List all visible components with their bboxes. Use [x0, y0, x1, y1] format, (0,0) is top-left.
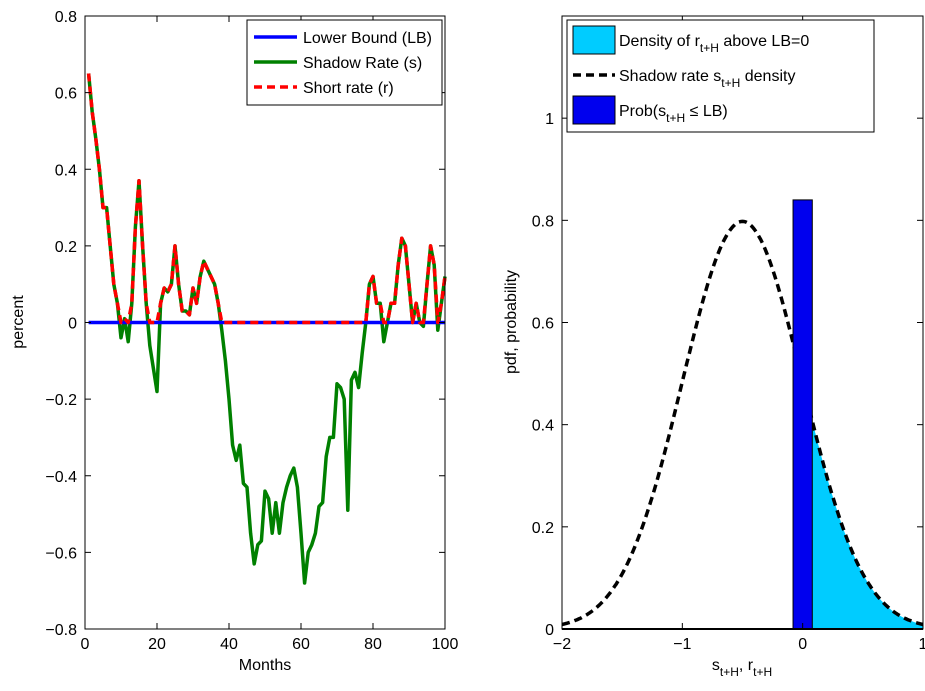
right-y-tick-label: 0	[545, 622, 554, 639]
left-y-tick-label: 0.6	[55, 86, 77, 103]
right-x-label-sub1: t+H	[720, 665, 739, 679]
right-legend-swatch	[572, 25, 616, 55]
left-x-tick-label: 100	[432, 636, 459, 653]
right-ticks-group: −2 −1 0 1 0 0.2 0.4 0.6 0.8 1	[532, 16, 925, 653]
right-y-tick-label: 0.8	[532, 213, 554, 230]
right-legend-box	[566, 19, 875, 133]
right-y-tick-label: 0.2	[532, 520, 554, 537]
left-legend-label: Shadow Rate (s)	[303, 55, 422, 72]
left-x-axis-label: Months	[239, 657, 291, 674]
right-x-tick-label: −1	[673, 636, 691, 653]
left-x-tick-label: 0	[81, 636, 90, 653]
left-legend: Lower Bound (LB) Shadow Rate (s) Short rat…	[246, 19, 443, 106]
right-y-tick-label: 1	[545, 111, 554, 128]
left-y-tick-label: −0.4	[45, 469, 77, 486]
left-legend-label: Short rate (r)	[303, 80, 394, 97]
left-y-tick-label: −0.6	[45, 545, 77, 562]
right-legend-label: Density of rt+H above LB=0	[619, 33, 809, 55]
left-x-tick-label: 60	[292, 636, 310, 653]
left-y-tick-label: 0	[68, 316, 77, 333]
left-y-tick-label: 0.8	[55, 9, 77, 26]
left-y-tick-label: 0.4	[55, 162, 77, 179]
right-density-area	[812, 421, 923, 629]
right-legend-swatch	[572, 95, 616, 125]
left-legend-label: Lower Bound (LB)	[303, 30, 432, 47]
left-y-tick-label: −0.8	[45, 622, 77, 639]
left-x-tick-label: 40	[220, 636, 238, 653]
right-x-tick-label: 0	[798, 636, 807, 653]
left-y-tick-label: −0.2	[45, 392, 77, 409]
left-y-tick-label: 0.2	[55, 239, 77, 256]
left-series-group	[86, 73, 447, 585]
right-y-tick-label: 0.4	[532, 418, 554, 435]
left-x-tick-label: 80	[364, 636, 382, 653]
left-series-line-2	[86, 73, 447, 325]
right-x-label-s: s	[712, 657, 720, 674]
right-y-tick-label: 0.6	[532, 316, 554, 333]
left-chart-panel: 0 20 40 60 80 100 −0.8 −0.6 −0.4 −0.2 0 0.2 0.4 0.6 0.…	[10, 9, 458, 674]
right-x-axis-label: st+H, rt+H	[712, 657, 772, 679]
left-x-tick-label: 20	[148, 636, 166, 653]
right-legend-label: Prob(st+H ≤ LB)	[619, 103, 728, 125]
right-x-tick-label: −2	[553, 636, 571, 653]
left-series-line-1	[86, 73, 447, 585]
right-x-label-mid: , r	[739, 657, 754, 674]
right-legend-label: Shadow rate st+H density	[619, 68, 795, 90]
right-chart-panel: −2 −1 0 100.20.40.60.81 pdf, probability st…	[503, 15, 925, 679]
right-x-tick-label: 1	[919, 636, 925, 653]
left-ticks-group: 0 20 40 60 80 100 −0.8 −0.6 −0.4 −0.2 0 0.2 0.4 0.6 0.…	[45, 9, 458, 653]
right-density-curve	[561, 219, 924, 627]
right-y-axis-label: pdf, probability	[503, 270, 520, 374]
right-x-label-sub2: t+H	[753, 665, 772, 679]
left-y-axis-label: percent	[10, 295, 27, 349]
right-prob-bar	[792, 199, 813, 630]
right-legend: Density of rt+H above LB=0 Shadow rate st…	[566, 19, 875, 133]
